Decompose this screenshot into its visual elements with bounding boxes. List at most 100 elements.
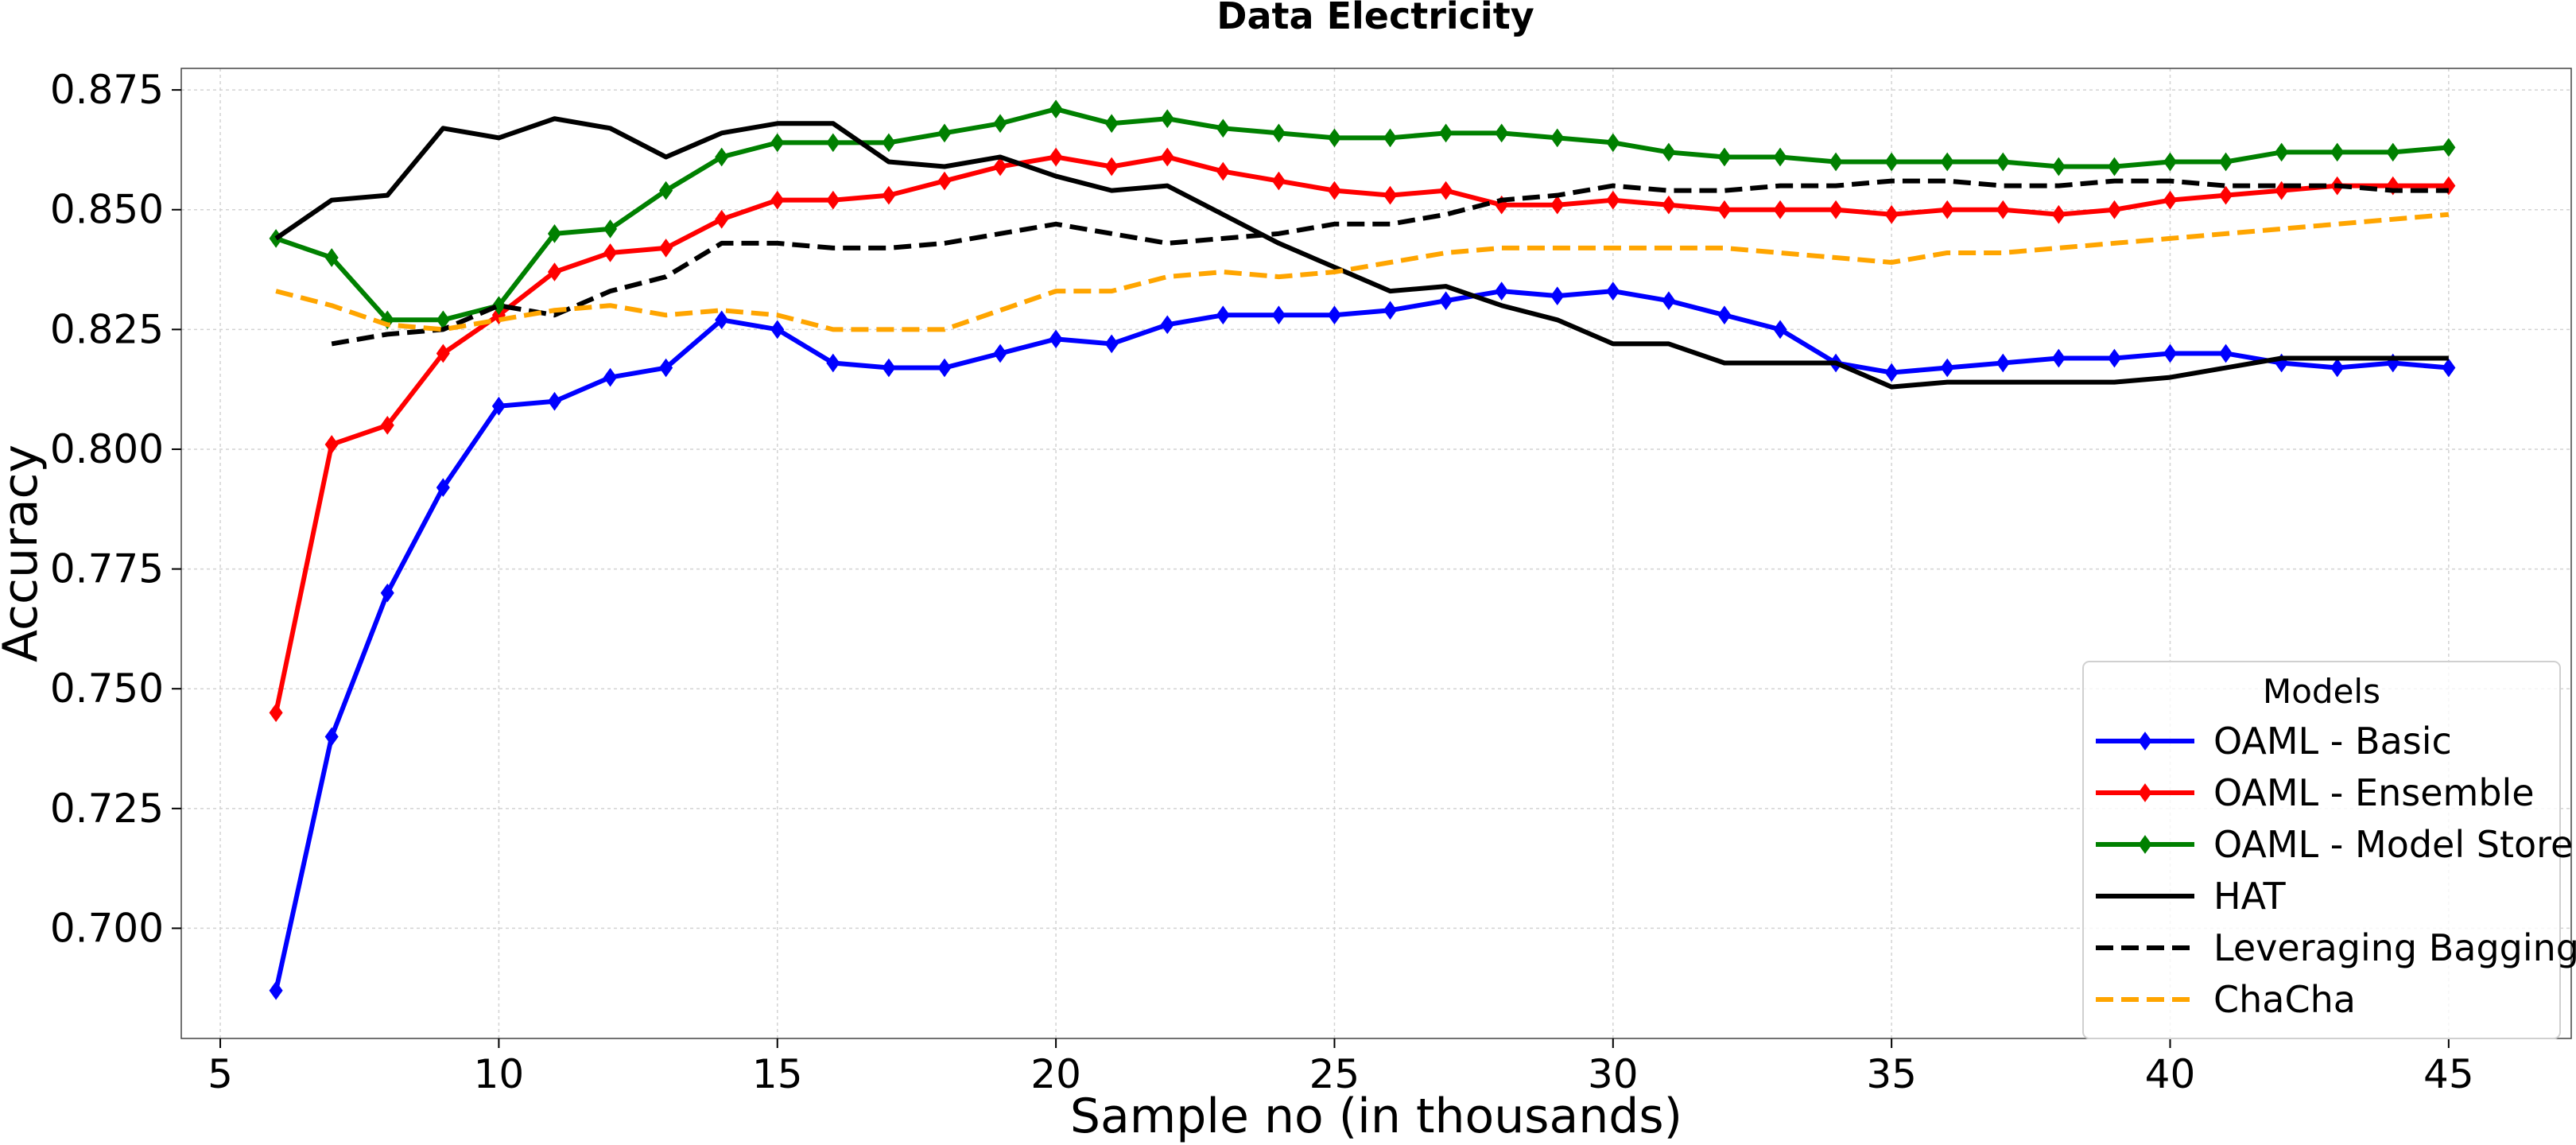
data-point bbox=[2330, 358, 2345, 378]
data-point bbox=[2107, 200, 2121, 219]
data-point bbox=[547, 391, 562, 411]
data-point bbox=[1773, 320, 1787, 340]
data-point bbox=[659, 358, 673, 378]
data-point bbox=[436, 478, 450, 498]
data-point bbox=[826, 190, 840, 210]
legend-label: Leveraging Bagging bbox=[2213, 926, 2576, 969]
data-point bbox=[1884, 363, 1899, 382]
x-tick-label: 30 bbox=[1588, 1051, 1639, 1097]
data-point bbox=[1495, 123, 1509, 143]
legend: Models OAML - Basic OAML - Ensemble OAML -… bbox=[2082, 661, 2576, 1039]
legend-title: Models bbox=[2263, 672, 2380, 711]
data-point bbox=[659, 180, 673, 200]
data-point bbox=[2442, 358, 2456, 378]
legend-box bbox=[2082, 661, 2561, 1039]
legend-marker bbox=[2138, 732, 2152, 751]
data-point bbox=[1940, 152, 1954, 172]
data-point bbox=[2051, 157, 2066, 177]
y-tick-label: 0.750 bbox=[50, 666, 164, 712]
data-point bbox=[2163, 152, 2178, 172]
series-chacha bbox=[275, 212, 2450, 332]
y-tick-label: 0.825 bbox=[50, 306, 164, 352]
data-point bbox=[1327, 305, 1341, 325]
data-point bbox=[1160, 147, 1174, 167]
data-point bbox=[1717, 305, 1732, 325]
data-point bbox=[715, 209, 729, 229]
data-point bbox=[324, 435, 339, 454]
data-point bbox=[603, 367, 618, 387]
data-point bbox=[2219, 185, 2233, 205]
data-point bbox=[1104, 114, 1119, 134]
data-point bbox=[1829, 200, 1843, 219]
data-point bbox=[1104, 157, 1119, 177]
data-point bbox=[1940, 200, 1954, 219]
x-tick-label: 15 bbox=[752, 1051, 803, 1097]
series-oaml-model-store bbox=[269, 99, 2456, 330]
data-point bbox=[937, 171, 952, 191]
data-point bbox=[1383, 301, 1398, 320]
data-point bbox=[2330, 142, 2345, 162]
data-point bbox=[1829, 152, 1843, 172]
series-line bbox=[331, 178, 2449, 347]
data-point bbox=[993, 344, 1007, 363]
legend-item: OAML - Ensemble bbox=[2096, 771, 2535, 814]
y-tick-label: 0.875 bbox=[50, 67, 164, 113]
data-point bbox=[1160, 315, 1174, 335]
data-point bbox=[1606, 281, 1620, 301]
data-point bbox=[1104, 334, 1119, 354]
data-point bbox=[1884, 152, 1899, 172]
data-point bbox=[1271, 305, 1286, 325]
x-tick-label: 10 bbox=[474, 1051, 525, 1097]
data-point bbox=[2163, 190, 2178, 210]
data-point bbox=[2107, 157, 2121, 177]
data-point bbox=[1495, 281, 1509, 301]
data-point bbox=[1996, 200, 2010, 219]
data-point bbox=[1216, 118, 1230, 138]
series-line bbox=[275, 107, 2450, 323]
data-point bbox=[715, 147, 729, 167]
data-point bbox=[2163, 344, 2178, 363]
y-tick-label: 0.850 bbox=[50, 187, 164, 233]
data-point bbox=[715, 310, 729, 330]
data-point bbox=[436, 344, 450, 363]
data-point bbox=[1383, 128, 1398, 148]
data-point bbox=[1439, 180, 1453, 200]
series-line bbox=[274, 116, 2449, 390]
data-point bbox=[547, 262, 562, 281]
data-point bbox=[993, 114, 1007, 134]
data-point bbox=[1049, 329, 1063, 349]
data-point bbox=[1606, 190, 1620, 210]
data-point bbox=[2386, 142, 2400, 162]
data-point bbox=[603, 219, 618, 239]
data-point bbox=[882, 185, 896, 205]
legend-item: ChaCha bbox=[2096, 978, 2356, 1021]
data-point bbox=[1160, 109, 1174, 129]
series-layer bbox=[269, 99, 2456, 1000]
data-point bbox=[826, 133, 840, 153]
data-point bbox=[1662, 291, 1676, 311]
data-point bbox=[1550, 195, 1565, 215]
data-point bbox=[1662, 142, 1676, 162]
data-point bbox=[1996, 353, 2010, 373]
x-tick-label: 35 bbox=[1866, 1051, 1917, 1097]
legend-item: Leveraging Bagging bbox=[2096, 926, 2576, 969]
data-point bbox=[2051, 348, 2066, 368]
data-point bbox=[1884, 204, 1899, 224]
y-axis-label: Accuracy bbox=[0, 444, 48, 662]
data-point bbox=[491, 296, 506, 316]
data-point bbox=[1439, 123, 1453, 143]
legend-label: OAML - Basic bbox=[2213, 720, 2452, 763]
data-point bbox=[1271, 123, 1286, 143]
series-leveraging-bagging bbox=[331, 178, 2449, 347]
data-point bbox=[1271, 171, 1286, 191]
plot-area bbox=[180, 68, 2572, 1039]
data-point bbox=[826, 353, 840, 373]
legend-marker bbox=[2138, 835, 2152, 854]
data-point bbox=[659, 239, 673, 258]
data-point bbox=[1662, 195, 1676, 215]
data-point bbox=[547, 223, 562, 243]
data-point bbox=[1049, 147, 1063, 167]
series-line bbox=[275, 212, 2450, 332]
legend-item: OAML - Model Store bbox=[2096, 823, 2573, 866]
chart-title: Data Electricity bbox=[1216, 0, 1534, 37]
